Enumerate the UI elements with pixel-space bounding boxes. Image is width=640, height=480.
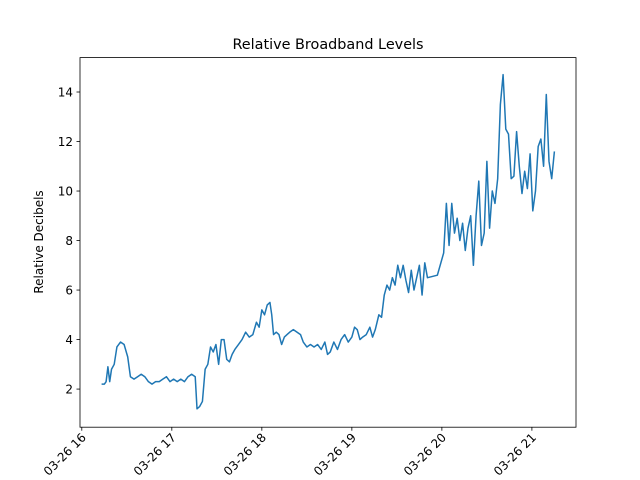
- y-tick-label: 2: [65, 383, 73, 397]
- y-tick-label: 8: [65, 234, 73, 248]
- x-tick-label: 03-26 17: [131, 430, 179, 478]
- y-tick-label: 10: [58, 185, 73, 199]
- x-tick-label: 03-26 19: [311, 430, 359, 478]
- line: [101, 73, 556, 410]
- x-tick-label: 03-26 16: [41, 430, 89, 478]
- x-tick-label: 03-26 21: [491, 430, 539, 478]
- y-axis-label: Relative Decibels: [32, 190, 46, 293]
- chart-title: Relative Broadband Levels: [232, 37, 423, 53]
- axes-frame: [79, 57, 577, 428]
- x-tick-label: 03-26 18: [221, 430, 269, 478]
- y-tick-label: 4: [65, 333, 73, 347]
- x-tick-label: 03-26 20: [401, 430, 449, 478]
- y-tick-label: 6: [65, 284, 73, 298]
- y-tick-label: 14: [58, 86, 73, 100]
- y-tick-label: 12: [58, 135, 73, 149]
